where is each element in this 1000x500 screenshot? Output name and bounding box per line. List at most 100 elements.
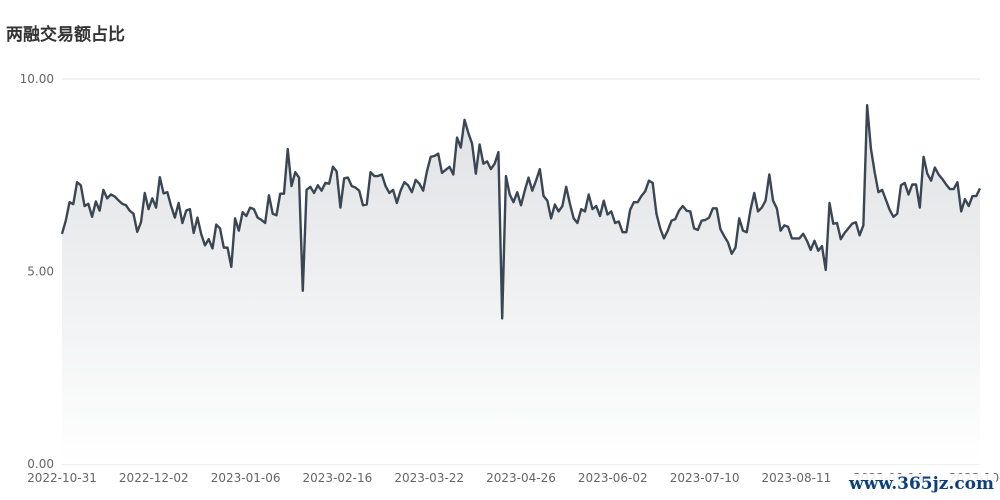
data-point	[911, 183, 913, 185]
data-point	[712, 207, 714, 209]
data-point	[930, 180, 932, 182]
data-point	[678, 210, 680, 212]
data-point	[569, 203, 571, 205]
data-point	[362, 204, 364, 206]
data-point	[433, 155, 435, 157]
data-point	[418, 183, 420, 185]
x-tick-label: 2023-06-02	[578, 471, 648, 485]
x-tick-label: 2023-08-11	[762, 471, 832, 485]
data-point	[919, 207, 921, 209]
data-point	[249, 207, 251, 209]
data-point	[110, 194, 112, 196]
data-point	[877, 191, 879, 193]
data-point	[934, 167, 936, 169]
data-point	[275, 214, 277, 216]
data-point	[640, 195, 642, 197]
data-point	[825, 269, 827, 271]
data-point	[437, 153, 439, 155]
data-point	[91, 216, 93, 218]
data-point	[464, 119, 466, 121]
data-point	[610, 210, 612, 212]
data-point	[761, 207, 763, 209]
data-point	[490, 168, 492, 170]
data-point	[652, 182, 654, 184]
data-point	[430, 156, 432, 158]
x-tick-label: 2022-10-31	[27, 471, 97, 485]
data-point	[689, 210, 691, 212]
data-point	[520, 204, 522, 206]
data-point	[663, 237, 665, 239]
data-point	[708, 217, 710, 219]
data-point	[84, 205, 86, 207]
data-point	[686, 210, 688, 212]
x-tick-label: 2023-02-16	[303, 471, 373, 485]
data-point	[370, 171, 372, 173]
data-point	[949, 188, 951, 190]
data-point	[242, 211, 244, 213]
data-point	[941, 178, 943, 180]
data-point	[768, 173, 770, 175]
data-point	[539, 168, 541, 170]
data-point	[588, 194, 590, 196]
data-point	[866, 104, 868, 106]
x-tick-label: 2023-04-26	[486, 471, 556, 485]
data-point	[132, 213, 134, 215]
y-tick-label: 10.00	[20, 72, 54, 86]
data-point	[136, 231, 138, 233]
data-point	[264, 222, 266, 224]
data-point	[787, 226, 789, 228]
data-point	[219, 227, 221, 229]
data-point	[121, 203, 123, 205]
data-point	[655, 213, 657, 215]
data-point	[291, 185, 293, 187]
data-point	[358, 190, 360, 192]
data-point	[234, 217, 236, 219]
data-point	[644, 190, 646, 192]
data-point	[272, 213, 274, 215]
data-point	[388, 192, 390, 194]
data-point	[449, 166, 451, 168]
data-point	[543, 195, 545, 197]
x-tick-label: 2023-01-06	[211, 471, 281, 485]
data-point	[923, 156, 925, 158]
data-point	[385, 185, 387, 187]
data-point	[915, 183, 917, 185]
data-point	[670, 220, 672, 222]
data-point	[452, 173, 454, 175]
data-point	[791, 237, 793, 239]
data-point	[832, 223, 834, 225]
data-point	[738, 217, 740, 219]
data-point	[69, 201, 71, 203]
data-point	[573, 217, 575, 219]
data-point	[806, 240, 808, 242]
data-point	[475, 173, 477, 175]
data-point	[798, 237, 800, 239]
data-point	[422, 190, 424, 192]
data-point	[321, 190, 323, 192]
data-point	[381, 173, 383, 175]
data-point	[181, 222, 183, 224]
data-point	[351, 185, 353, 187]
data-point	[731, 253, 733, 255]
data-point	[591, 208, 593, 210]
data-point	[313, 192, 315, 194]
data-point	[200, 233, 202, 235]
data-point	[151, 197, 153, 199]
data-point	[516, 191, 518, 193]
data-point	[840, 238, 842, 240]
data-point	[908, 194, 910, 196]
data-point	[117, 199, 119, 201]
data-point	[467, 132, 469, 134]
series-line	[60, 103, 982, 320]
data-point	[377, 175, 379, 177]
data-point	[166, 191, 168, 193]
data-point	[550, 217, 552, 219]
data-point	[294, 171, 296, 173]
data-point	[279, 193, 281, 195]
data-point	[328, 183, 330, 185]
data-point	[682, 205, 684, 207]
data-point	[227, 247, 229, 249]
data-point	[309, 186, 311, 188]
data-point	[753, 192, 755, 194]
